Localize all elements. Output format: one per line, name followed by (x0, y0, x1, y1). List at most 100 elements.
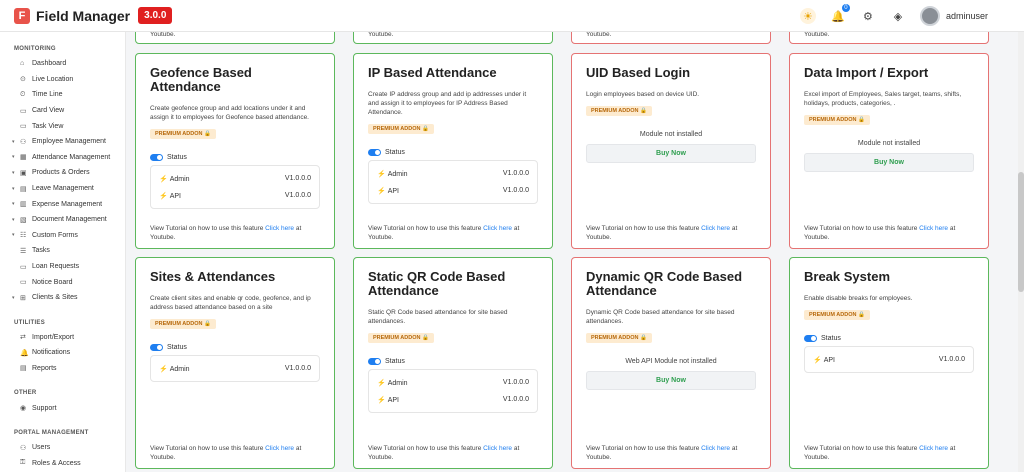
tutorial-link[interactable]: Click here (483, 225, 513, 232)
sidebar-section-title: MONITORING (14, 46, 56, 52)
sidebar-item[interactable]: ⌂ Dashboard (0, 56, 125, 72)
chevron-down-icon: ▾ (12, 201, 15, 208)
sidebar-item[interactable]: ▭ Card View (0, 103, 125, 119)
tutorial-link[interactable]: Click here (701, 445, 731, 452)
status-toggle[interactable] (368, 358, 381, 365)
bolt-icon: ⚡ (159, 365, 168, 373)
bolt-icon: ⚡ (159, 192, 168, 200)
bolt-icon: ⚡ (159, 175, 168, 183)
sidebar-item[interactable]: ▾ ⚇ Employee Management (0, 134, 125, 150)
sidebar-item[interactable]: ▾ ▧ Document Management (0, 212, 125, 228)
sidebar-item-label: Leave Management (32, 185, 94, 193)
addon-card: Break System Enable disable breaks for em… (789, 257, 989, 469)
sidebar-section-title: PORTAL MANAGEMENT (14, 429, 89, 436)
app-name: Field Manager (36, 7, 131, 24)
tutorial-text: View Tutorial on how to use this feature… (368, 224, 538, 242)
module-version: V1.0.0.0 (284, 175, 311, 182)
sidebar-item[interactable]: ▭ Task View (0, 118, 125, 134)
module-name: Admin (387, 170, 408, 178)
sidebar-item[interactable]: ⏲ Time Line (0, 87, 125, 103)
tutorial-text: View Tutorial on how to use this feature… (804, 224, 974, 242)
status-label: Status (167, 344, 187, 351)
sidebar-item-label: Custom Forms (32, 231, 78, 239)
module-list: ⚡ API V1.0.0.0 (804, 346, 974, 373)
layers-icon[interactable]: ◈ (893, 10, 903, 23)
sidebar-item[interactable]: ◉ Support (0, 400, 125, 416)
sidebar-item[interactable]: ▾ ▣ Products & Orders (0, 165, 125, 181)
top-bar: F Field Manager 3.0.0 ☀ 🔔 0 ⚙ ◈ adminuser (0, 0, 1024, 32)
module-row: ⚡ API V1.0.0.0 (813, 351, 965, 368)
addon-card: IP Based Attendance Create IP address gro… (353, 53, 553, 249)
addon-description: Dynamic QR Code based attendance for sit… (586, 309, 735, 325)
sidebar-item[interactable]: ▭ Notice Board (0, 274, 125, 290)
tutorial-link[interactable]: Click here (483, 445, 513, 452)
sidebar-item[interactable]: 🔔 Notifications (0, 345, 125, 361)
sidebar-item[interactable]: ⇄ Import/Export (0, 330, 125, 346)
bell-icon[interactable]: 🔔 0 (830, 4, 850, 24)
module-list: ⚡ Admin V1.0.0.0 ⚡ API V1.0.0.0 (150, 165, 320, 209)
addon-description: Excel import of Employees, Sales target,… (804, 91, 962, 107)
scrollbar-thumb[interactable] (1018, 172, 1024, 292)
addon-description: Static QR Code based attendance for site… (368, 309, 508, 325)
sidebar-item[interactable]: ▾ ▤ Leave Management (0, 181, 125, 197)
sidebar-item[interactable]: ⊙ Live Location (0, 72, 125, 88)
addon-card: Data Import / Export Excel import of Empl… (789, 53, 989, 249)
tutorial-prefix: View Tutorial on how to use this feature (368, 445, 484, 452)
tutorial-prefix: View Tutorial on how to use this feature (368, 225, 484, 232)
sidebar-item[interactable]: ▾ ▦ Attendance Management (0, 150, 125, 166)
buy-now-button[interactable]: Buy Now (586, 371, 756, 390)
sidebar-item[interactable]: ▭ Loan Requests (0, 259, 125, 275)
status-toggle[interactable] (150, 344, 163, 351)
bolt-icon: ⚡ (377, 170, 386, 178)
sidebar-item-label: Roles & Access (32, 459, 81, 467)
sidebar-item-label: Tasks (32, 247, 50, 255)
status-toggle-row[interactable]: Status (368, 149, 538, 156)
sidebar-item-label: Reports (32, 364, 57, 372)
scrollbar[interactable] (1018, 32, 1024, 472)
addon-card: Geofence Based Attendance Create geofence… (135, 53, 335, 249)
status-label: Status (821, 335, 841, 342)
status-toggle[interactable] (368, 149, 381, 156)
loan-icon: ▭ (20, 263, 27, 271)
premium-addon-badge: PREMIUM ADDON 🔒 (804, 310, 870, 320)
tutorial-link[interactable]: Click here (265, 445, 295, 452)
status-toggle-row[interactable]: Status (150, 154, 320, 161)
username[interactable]: adminuser (945, 11, 988, 21)
gear-icon[interactable]: ⚙ (863, 10, 873, 23)
module-list: ⚡ Admin V1.0.0.0 (150, 355, 320, 382)
avatar[interactable] (919, 6, 940, 26)
chevron-down-icon: ▾ (12, 232, 15, 239)
status-toggle[interactable] (804, 335, 817, 342)
addon-card-partial: Youtube. (353, 32, 553, 44)
status-toggle-row[interactable]: Status (150, 344, 320, 351)
support-icon: ◉ (20, 405, 27, 413)
sidebar-item[interactable]: ⚇ Users (0, 440, 125, 456)
tutorial-link[interactable]: Click here (701, 225, 731, 232)
sidebar-item[interactable]: ▾ ⊞ Clients & Sites (0, 290, 125, 306)
status-toggle-row[interactable]: Status (368, 358, 538, 365)
sidebar-item[interactable]: ▾ ☷ Custom Forms (0, 228, 125, 244)
sidebar-item[interactable]: ▤ Reports (0, 361, 125, 377)
brand[interactable]: F Field Manager 3.0.0 (0, 7, 260, 24)
sun-icon[interactable]: ☀ (799, 8, 816, 24)
buy-now-button[interactable]: Buy Now (804, 153, 974, 172)
chevron-down-icon: ▾ (12, 185, 15, 192)
tutorial-text: View Tutorial on how to use this feature… (150, 224, 320, 242)
module-row: ⚡ Admin V1.0.0.0 (377, 165, 529, 182)
buy-now-button[interactable]: Buy Now (586, 144, 756, 163)
sidebar-item[interactable]: ☰ Tasks (0, 243, 125, 259)
sidebar-item-label: Live Location (32, 75, 74, 83)
status-toggle[interactable] (150, 154, 163, 161)
module-name: Admin (169, 365, 190, 373)
tutorial-link[interactable]: Click here (265, 225, 295, 232)
tutorial-text: View Tutorial on how to use this feature… (368, 444, 538, 462)
tutorial-link[interactable]: Click here (919, 225, 949, 232)
tutorial-suffix: at Youtube. (150, 225, 302, 241)
import-export-icon: ⇄ (20, 334, 26, 342)
status-toggle-row[interactable]: Status (804, 335, 974, 342)
tutorial-link[interactable]: Click here (919, 445, 949, 452)
sidebar-item[interactable]: ▾ ▥ Expense Management (0, 196, 125, 212)
sidebar-item[interactable]: ⚿ Roles & Access (0, 455, 125, 471)
addon-title: IP Based Attendance (368, 65, 497, 80)
not-installed-text: Module not installed (639, 131, 703, 138)
